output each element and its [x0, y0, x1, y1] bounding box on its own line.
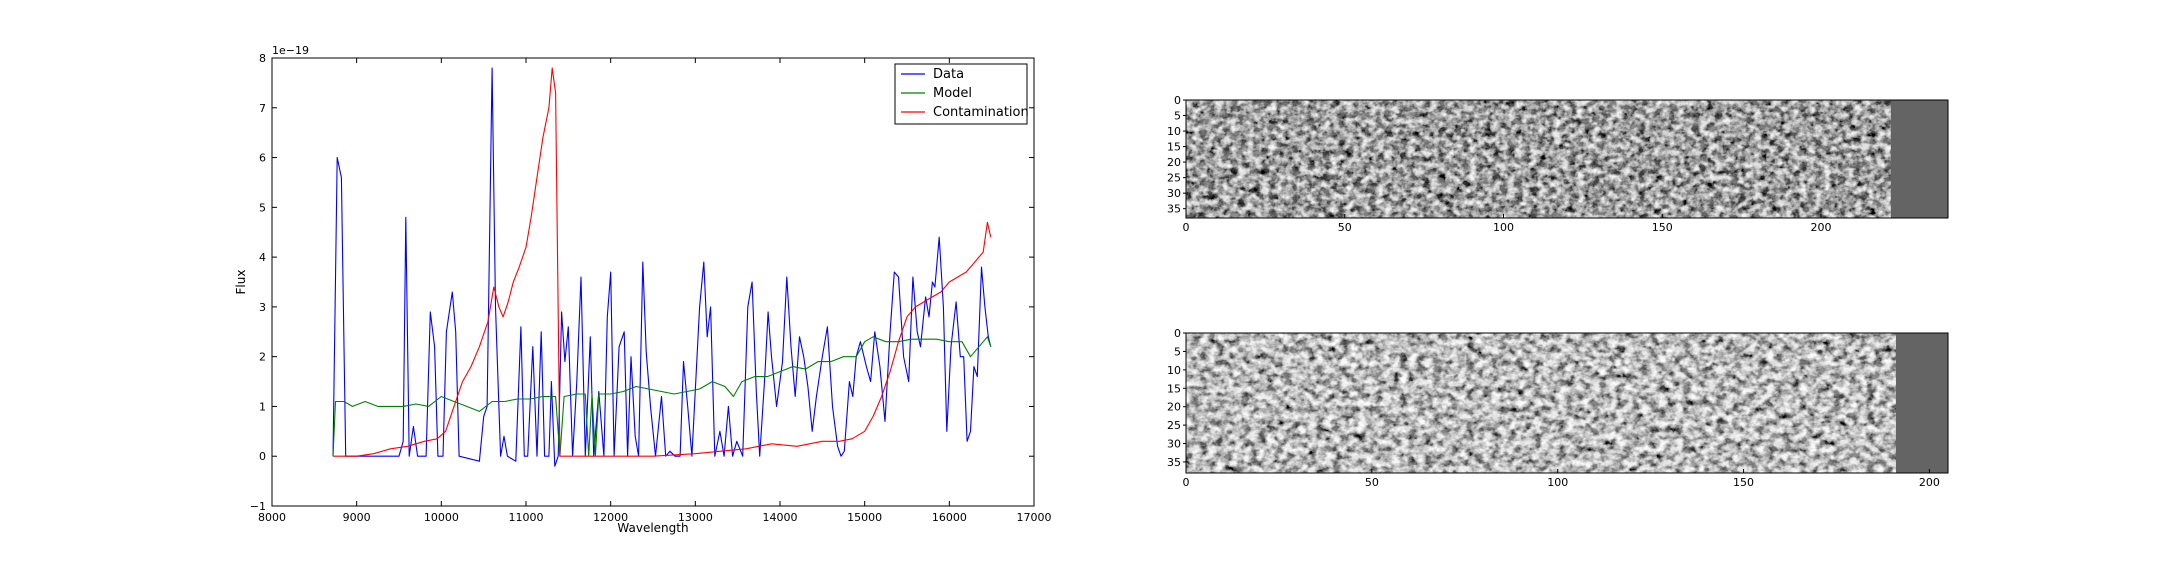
x-tick-label: 16000: [932, 511, 967, 524]
legend-label-model: Model: [933, 86, 972, 101]
spectrum-image-bottom: 0 50 100 150 200 0 5 10 15 20 25 30 35: [1167, 327, 1949, 489]
plot-area: [272, 58, 1034, 506]
x-tick-label: 12000: [593, 511, 628, 524]
y-tick-label: 3: [259, 301, 266, 314]
x-tick-label: 100: [1493, 221, 1514, 234]
y-tick-label: 20: [1167, 156, 1181, 169]
x-tick-label: 0: [1183, 476, 1190, 489]
y-tick-label: 15: [1167, 141, 1181, 154]
image-frame: [1185, 332, 1949, 474]
y-tick-label: 35: [1167, 203, 1181, 216]
y-tick-label: 30: [1167, 187, 1181, 200]
spectrum-image-top: 0 50 100 150 200 0 5 10 15 20 25 30 35: [1167, 94, 1949, 234]
plot-frame: [271, 57, 1035, 507]
y-tick-label: 0: [259, 450, 266, 463]
x-tick-label: 200: [1811, 221, 1832, 234]
image-masked-region: [1895, 333, 1948, 473]
image-noise: [1186, 100, 1891, 218]
flux-line-chart: 8000 9000 10000 11000 12000 13000 14000 15000 16…: [234, 44, 1052, 535]
x-tick-label: 150: [1652, 221, 1673, 234]
y-tick-label: 4: [259, 251, 266, 264]
x-tick-label: 0: [1183, 221, 1190, 234]
x-tick-label: 200: [1919, 476, 1940, 489]
y-tick-label: 0: [1174, 94, 1181, 107]
image-masked-region: [1890, 100, 1948, 218]
y-axis-label: Flux: [234, 270, 248, 295]
series-line-contamination: [333, 67, 992, 457]
y-tick-label: 6: [259, 152, 266, 165]
y-tick-label: 15: [1167, 382, 1181, 395]
x-tick-label: 13000: [678, 511, 713, 524]
legend-label-contamination: Contamination: [933, 105, 1029, 120]
x-tick-label: 100: [1547, 476, 1568, 489]
x-tick-label: 11000: [509, 511, 544, 524]
y-tick-label: 5: [1174, 110, 1181, 123]
x-tick-label: 9000: [343, 511, 371, 524]
y-offset-label: 1e−19: [272, 44, 309, 57]
image-noise: [1186, 333, 1896, 473]
y-tick-label: 10: [1167, 364, 1181, 377]
x-tick-label: 150: [1733, 476, 1754, 489]
y-tick-label: 20: [1167, 401, 1181, 414]
series-line-model: [332, 336, 992, 457]
y-tick-label: 0: [1174, 327, 1181, 340]
y-tick-label: 1: [259, 400, 266, 413]
legend: Data Model Contamination: [894, 63, 1029, 125]
y-tick-label: 5: [259, 201, 266, 214]
x-axis-label: Wavelength: [617, 521, 688, 535]
legend-label-data: Data: [933, 67, 964, 82]
image-frame: [1185, 99, 1949, 219]
x-tick-label: 15000: [847, 511, 882, 524]
y-tick-label: 30: [1167, 438, 1181, 451]
y-tick-label: −1: [250, 500, 266, 513]
y-tick-label: 2: [259, 351, 266, 364]
x-tick-label: 10000: [424, 511, 459, 524]
x-tick-label: 17000: [1017, 511, 1052, 524]
y-tick-label: 25: [1167, 419, 1181, 432]
x-tick-label: 50: [1338, 221, 1352, 234]
y-tick-label: 8: [259, 52, 266, 65]
y-tick-label: 7: [259, 102, 266, 115]
x-tick-label: 50: [1365, 476, 1379, 489]
y-tick-label: 25: [1167, 172, 1181, 185]
x-tick-label: 14000: [763, 511, 798, 524]
y-tick-label: 35: [1167, 456, 1181, 469]
y-tick-label: 10: [1167, 125, 1181, 138]
y-tick-label: 5: [1174, 345, 1181, 358]
x-tick-label: 8000: [258, 511, 286, 524]
